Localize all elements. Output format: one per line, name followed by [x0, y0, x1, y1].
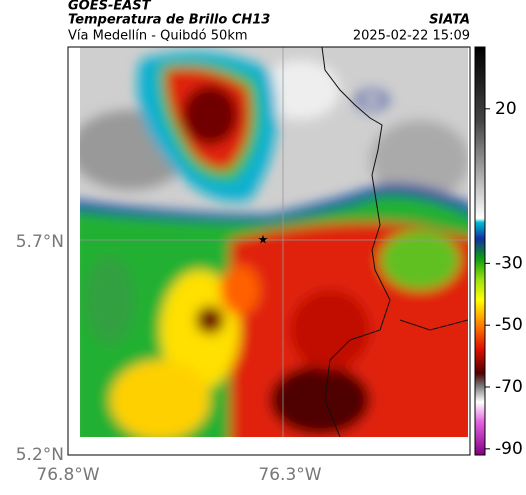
subtitle: Temperatura de Brillo CH13 [68, 13, 270, 28]
colorbar-tick-label: -30 [495, 253, 523, 273]
colorbar-ticks: 20 -30 -50 -70 -90 [485, 99, 523, 459]
svg-text:★: ★ [258, 233, 269, 247]
colorbar [474, 46, 486, 456]
source: SIATA [429, 13, 470, 28]
colorbar-tick-label: 20 [495, 99, 517, 119]
title: GOES-EAST [68, 0, 152, 14]
map-frame [67, 46, 471, 456]
colorbar-tick-label: -70 [495, 377, 523, 397]
satellite-image: ★ [80, 47, 468, 437]
datetime: 2025-02-22 15:09 [353, 29, 470, 44]
lon-label: 76.3°W [258, 465, 321, 485]
colorbar-tick-label: -50 [495, 315, 523, 335]
lat-label: 5.7°N [16, 232, 64, 252]
colorbar-tick-label: -90 [495, 439, 523, 459]
lat-label: 5.2°N [16, 445, 64, 465]
lon-label: 76.8°W [36, 465, 99, 485]
location: Vía Medellín - Quibdó 50km [68, 29, 248, 44]
